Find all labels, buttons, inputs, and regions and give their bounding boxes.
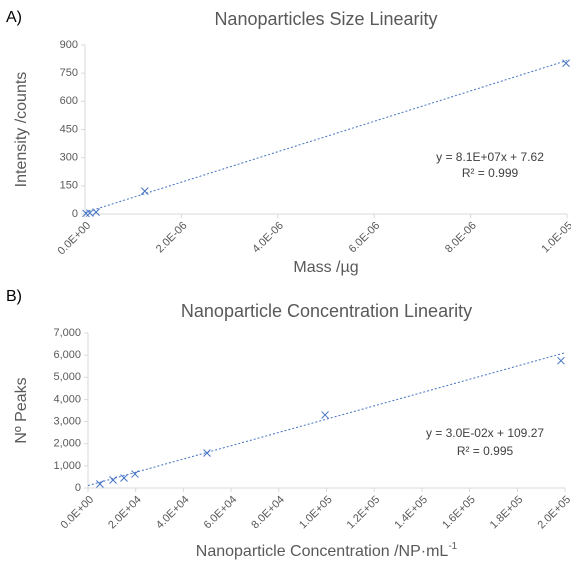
x-tick-label: 0.0E+00 — [58, 494, 96, 532]
y-tick-label: 150 — [60, 180, 78, 192]
x-tick-label: 8.0E-06 — [443, 220, 479, 256]
marker — [131, 470, 139, 478]
y-tick-label: 3,000 — [53, 415, 81, 427]
x-tick-label: 1.0E+05 — [297, 494, 335, 532]
marker-stroke — [140, 187, 149, 195]
y-tick-label: 0 — [75, 482, 81, 494]
marker — [96, 480, 104, 488]
marker — [557, 356, 565, 365]
marker-stroke — [562, 59, 570, 68]
x-tick-label: 1.0E-05 — [539, 220, 571, 256]
marker — [85, 209, 94, 217]
marker-stroke — [120, 474, 128, 482]
marker-stroke — [92, 208, 100, 216]
marker — [120, 474, 128, 482]
y-tick-label: 4,000 — [53, 393, 81, 405]
annotation: R² = 0.995 — [457, 444, 514, 458]
chart-title: Nanoparticles Size Linearity — [214, 9, 437, 29]
panel-label: B) — [6, 288, 22, 305]
y-tick-label: 1,000 — [53, 460, 81, 472]
annotation: R² = 0.999 — [462, 166, 519, 180]
y-tick-label: 450 — [60, 123, 78, 135]
x-tick-label: 2.0E+04 — [106, 494, 144, 532]
x-tick-label: 4.0E+04 — [154, 494, 192, 532]
x-axis-label-main: Nanoparticle Concentration /NP·mL — [196, 543, 449, 560]
x-tick-label: 1.2E+05 — [345, 494, 383, 532]
x-axis-label-sup: -1 — [448, 541, 457, 552]
marker — [203, 449, 211, 457]
marker-stroke — [109, 476, 117, 484]
y-tick-label: 5,000 — [53, 371, 81, 383]
x-tick-label: 0.0E+00 — [55, 220, 93, 258]
x-axis-label: Nanoparticle Concentration /NP·mL-1 — [196, 541, 458, 561]
trendline — [84, 59, 568, 214]
annotation: y = 3.0E-02x + 109.27 — [426, 426, 544, 440]
y-tick-label: 2,000 — [53, 438, 81, 450]
annotation: y = 8.1E+07x + 7.62 — [436, 150, 544, 164]
y-tick-label: 7,000 — [53, 327, 81, 339]
y-axis-label: Intensity /counts — [13, 72, 30, 188]
marker — [109, 476, 117, 484]
y-tick-label: 300 — [60, 152, 78, 164]
chart-title: Nanoparticle Concentration Linearity — [181, 301, 472, 321]
x-tick-label: 8.0E+04 — [249, 494, 287, 532]
marker — [92, 208, 100, 216]
marker — [562, 59, 570, 68]
x-tick-label: 1.6E+05 — [440, 494, 478, 532]
x-tick-label: 2.0E+05 — [535, 494, 571, 532]
marker-stroke — [85, 209, 94, 217]
panel-label: A) — [6, 9, 22, 26]
y-tick-label: 6,000 — [53, 349, 81, 361]
marker-stroke — [557, 356, 565, 365]
marker-stroke — [131, 470, 139, 478]
x-tick-label: 2.0E-06 — [154, 220, 190, 256]
y-tick-label: 600 — [60, 95, 78, 107]
x-tick-label: 6.0E+04 — [202, 494, 240, 532]
y-tick-label: 0 — [72, 208, 78, 220]
x-tick-label: 1.8E+05 — [488, 494, 526, 532]
y-axis-label: Nº Peaks — [13, 377, 30, 443]
marker-stroke — [203, 449, 211, 457]
x-axis-label-main: Mass /µg — [293, 259, 358, 276]
x-axis-label: Mass /µg — [293, 259, 358, 276]
x-tick-label: 1.4E+05 — [392, 494, 430, 532]
marker-stroke — [96, 480, 104, 488]
y-tick-label: 900 — [60, 39, 78, 51]
x-tick-label: 4.0E-06 — [250, 220, 286, 256]
y-tick-label: 750 — [60, 67, 78, 79]
marker-stroke — [321, 411, 329, 419]
marker — [321, 411, 329, 419]
trendline — [87, 352, 566, 487]
x-tick-label: 6.0E-06 — [347, 220, 383, 256]
marker — [140, 187, 149, 195]
